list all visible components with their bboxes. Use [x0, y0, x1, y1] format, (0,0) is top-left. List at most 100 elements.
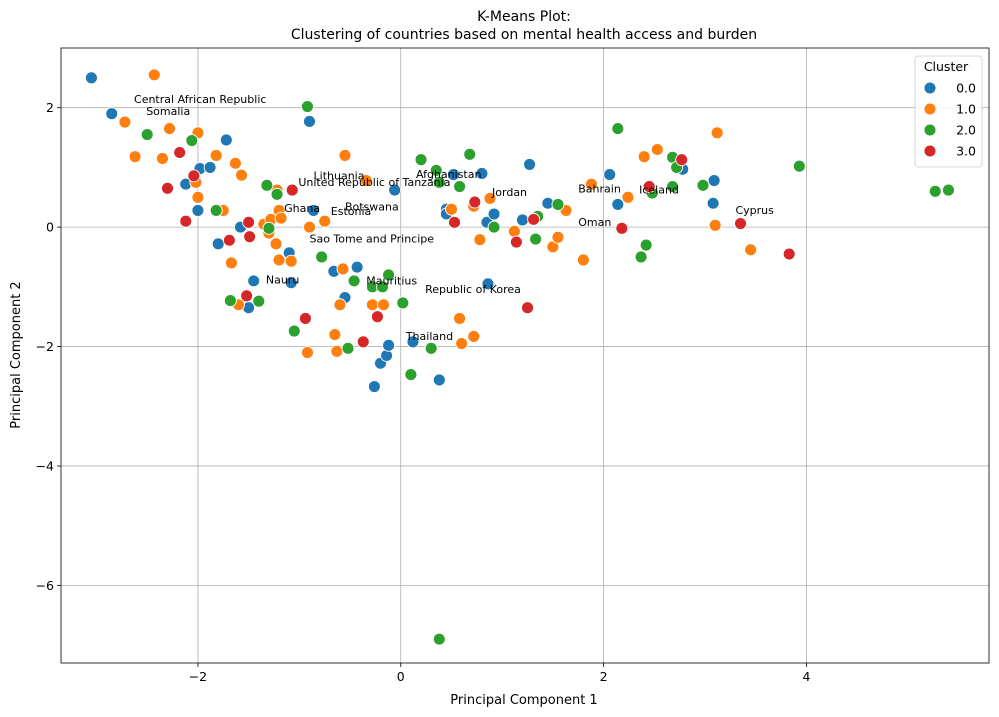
- legend-marker: [923, 102, 937, 116]
- data-point-cluster-1-0: [191, 190, 205, 204]
- data-point-cluster-1-0: [328, 328, 342, 342]
- data-point-cluster-2-0: [666, 180, 680, 193]
- data-points: [84, 68, 955, 646]
- country-annotation: Lithuania: [314, 169, 365, 182]
- data-point-cluster-1-0: [147, 68, 161, 82]
- data-point-cluster-0-0: [523, 157, 537, 171]
- chart-subtitle: Clustering of countries based on mental …: [291, 27, 757, 43]
- data-point-cluster-1-0: [336, 262, 350, 276]
- data-point-cluster-3-0: [242, 215, 256, 229]
- data-point-cluster-3-0: [675, 153, 689, 167]
- y-tick-label: −6: [36, 578, 54, 593]
- country-annotation: Botswana: [345, 200, 399, 213]
- axis-ticks: −2 0 2 4 −6 −4 −2 0 2: [36, 100, 811, 684]
- data-point-cluster-3-0: [222, 233, 236, 247]
- data-point-cluster-3-0: [187, 169, 201, 183]
- data-point-cluster-0-0: [406, 335, 420, 349]
- y-tick-label: 2: [46, 100, 54, 115]
- data-point-cluster-0-0: [611, 197, 625, 211]
- legend: Cluster 0.0 1.0 2.0 3.0: [914, 55, 983, 168]
- data-point-cluster-2-0: [341, 341, 355, 355]
- data-point-cluster-1-0: [330, 344, 344, 358]
- legend-label: 1.0: [956, 102, 976, 117]
- x-tick-label: −2: [189, 669, 207, 684]
- y-axis-label: Principal Component 2: [9, 281, 24, 428]
- data-point-cluster-2-0: [209, 203, 223, 217]
- data-point-cluster-0-0: [191, 203, 205, 217]
- country-annotation: Central African Republic: [134, 93, 266, 106]
- data-point-cluster-0-0: [382, 338, 396, 352]
- data-point-cluster-1-0: [576, 253, 590, 267]
- country-annotation: Thailand: [405, 330, 453, 343]
- data-point-cluster-2-0: [185, 134, 199, 147]
- country-annotation: Iceland: [639, 184, 679, 197]
- data-point-cluster-1-0: [584, 177, 598, 191]
- legend-label: 0.0: [956, 81, 976, 96]
- data-point-cluster-3-0: [243, 230, 257, 244]
- data-point-cluster-2-0: [287, 324, 301, 338]
- grid-lines: [61, 48, 989, 663]
- data-point-cluster-3-0: [370, 310, 384, 324]
- data-point-cluster-1-0: [228, 156, 242, 170]
- data-point-cluster-1-0: [483, 192, 497, 205]
- data-point-cluster-2-0: [432, 175, 446, 189]
- data-point-cluster-2-0: [453, 180, 467, 193]
- data-point-cluster-1-0: [338, 149, 352, 162]
- legend-title: Cluster: [924, 59, 969, 74]
- data-point-cluster-0-0: [388, 183, 402, 197]
- data-point-cluster-2-0: [487, 220, 501, 234]
- data-point-cluster-3-0: [240, 289, 254, 303]
- data-point-cluster-3-0: [782, 247, 796, 261]
- country-annotation: Mauritius: [366, 274, 417, 287]
- country-annotation: Somalia: [146, 105, 190, 118]
- data-point-cluster-0-0: [219, 133, 233, 147]
- data-point-cluster-0-0: [475, 166, 489, 180]
- data-point-cluster-1-0: [708, 218, 722, 232]
- data-point-cluster-2-0: [928, 184, 942, 198]
- data-point-cluster-1-0: [637, 150, 651, 164]
- country-annotation: Estonia: [331, 205, 372, 218]
- data-point-cluster-3-0: [509, 235, 523, 249]
- data-point-cluster-1-0: [274, 211, 288, 225]
- data-point-cluster-2-0: [463, 147, 477, 161]
- data-point-cluster-0-0: [211, 237, 225, 251]
- country-annotation: Sao Tome and Principe: [309, 233, 434, 246]
- data-point-cluster-2-0: [429, 163, 443, 177]
- data-point-cluster-0-0: [707, 174, 721, 188]
- data-point-cluster-1-0: [284, 254, 298, 268]
- data-point-cluster-2-0: [382, 268, 396, 282]
- legend-marker: [923, 123, 937, 137]
- data-point-cluster-1-0: [551, 230, 565, 244]
- data-point-cluster-2-0: [262, 221, 276, 235]
- data-point-cluster-3-0: [356, 335, 370, 349]
- legend-label: 2.0: [956, 123, 976, 138]
- data-point-cluster-2-0: [301, 100, 314, 113]
- data-point-cluster-1-0: [318, 214, 332, 228]
- data-point-cluster-0-0: [303, 114, 316, 128]
- data-point-cluster-2-0: [404, 368, 418, 382]
- data-point-cluster-3-0: [285, 183, 299, 197]
- data-point-cluster-0-0: [367, 380, 381, 393]
- data-point-cluster-2-0: [432, 632, 446, 646]
- data-point-cluster-1-0: [453, 312, 467, 325]
- chart-title: K-Means Plot:: [477, 9, 571, 25]
- data-point-cluster-1-0: [359, 174, 373, 188]
- data-point-cluster-2-0: [270, 187, 284, 201]
- legend-label: 3.0: [956, 144, 976, 159]
- country-annotation: Bahrain: [578, 182, 621, 195]
- data-point-cluster-2-0: [529, 232, 543, 246]
- data-point-cluster-2-0: [315, 250, 329, 264]
- country-annotation: Nauru: [266, 273, 299, 286]
- data-point-cluster-1-0: [224, 256, 238, 270]
- legend-entries: 0.0 1.0 2.0 3.0: [923, 81, 976, 159]
- data-point-cluster-1-0: [272, 253, 286, 267]
- data-point-cluster-2-0: [634, 250, 648, 264]
- data-point-cluster-2-0: [611, 122, 625, 136]
- data-point-cluster-1-0: [128, 150, 142, 164]
- legend-marker: [923, 144, 937, 158]
- data-point-cluster-1-0: [301, 346, 314, 359]
- data-point-cluster-1-0: [377, 298, 390, 312]
- legend-marker: [923, 81, 937, 95]
- data-point-cluster-2-0: [376, 280, 389, 294]
